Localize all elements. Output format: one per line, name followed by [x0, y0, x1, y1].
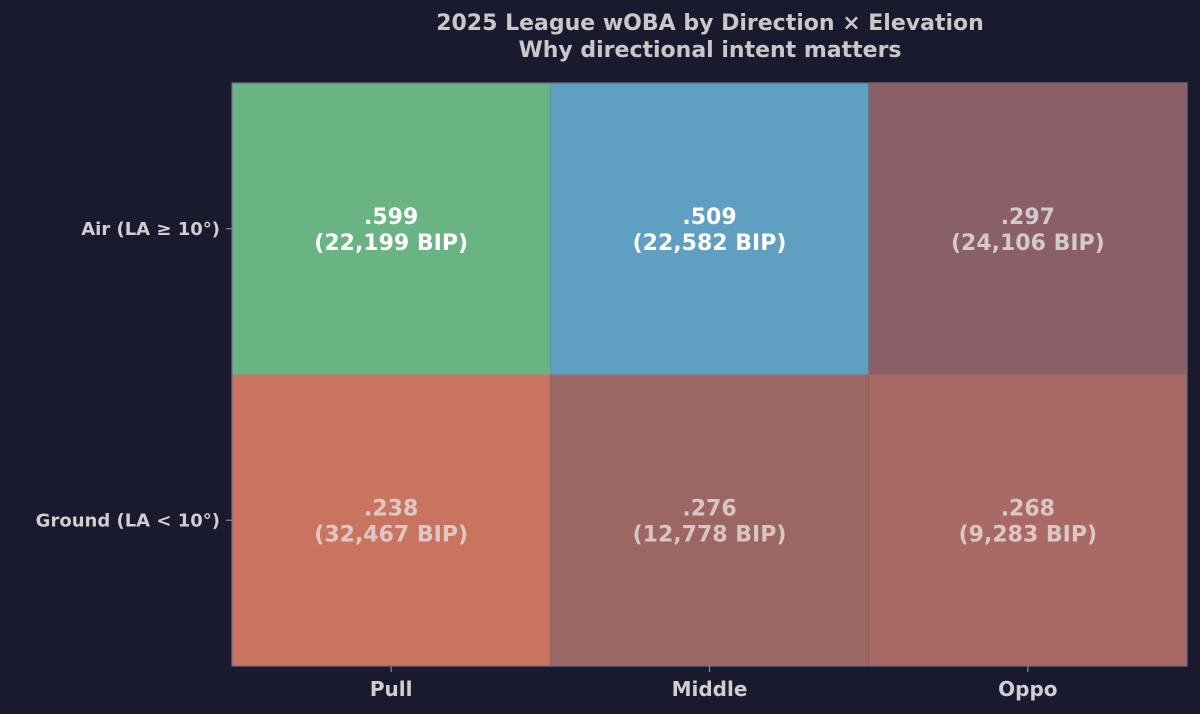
heatmap-cells: .599(22,199 BIP) .509(22,582 BIP) .297(24,… [232, 83, 1187, 666]
heatmap-cell [868, 374, 1187, 666]
chart-subtitle: Why directional intent matters [518, 38, 901, 63]
cell-count-label: (22,199 BIP) [314, 231, 468, 256]
cell-value-label: .599 [364, 205, 418, 230]
chart-title: 2025 League wOBA by Direction × Elevatio… [436, 11, 984, 36]
x-tick-label: Middle [672, 677, 748, 701]
cell-count-label: (32,467 BIP) [314, 522, 468, 547]
cell-count-label: (9,283 BIP) [959, 522, 1097, 547]
cell-value-label: .268 [1001, 496, 1055, 521]
heatmap-cell [232, 83, 551, 375]
x-tick-label: Oppo [998, 677, 1057, 701]
heatmap-cell [232, 374, 551, 666]
cell-value-label: .509 [682, 205, 736, 230]
heatmap-cell [868, 83, 1187, 375]
axes: Air (LA ≥ 10°) Ground (LA < 10°) Pull Middl… [36, 219, 1058, 701]
cell-count-label: (24,106 BIP) [951, 231, 1105, 256]
cell-count-label: (12,778 BIP) [633, 522, 787, 547]
cell-value-label: .238 [364, 496, 418, 521]
x-tick-label: Pull [370, 677, 413, 701]
cell-value-label: .276 [682, 496, 736, 521]
cell-count-label: (22,582 BIP) [633, 231, 787, 256]
y-tick-label: Air (LA ≥ 10°) [81, 219, 220, 240]
cell-value-label: .297 [1001, 205, 1055, 230]
heatmap-cell [550, 83, 869, 375]
heatmap-cell [550, 374, 869, 666]
y-tick-label: Ground (LA < 10°) [36, 510, 220, 531]
